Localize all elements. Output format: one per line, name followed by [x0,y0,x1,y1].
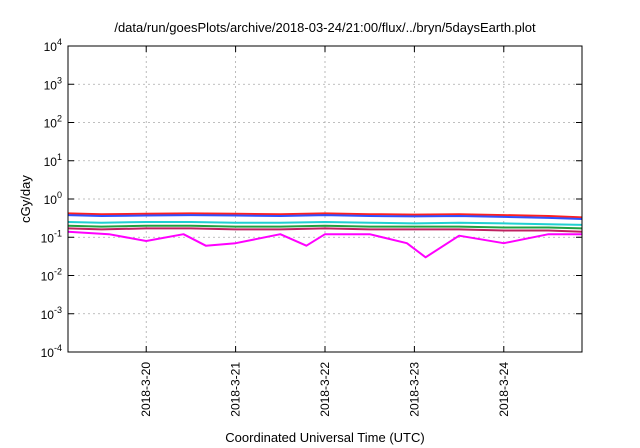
y-tick-label: 10-3 [41,305,62,322]
x-axis-ticks: 2018-3-20 2018-3-21 2018-3-22 2018-3-23 2018… [139,46,511,417]
y-tick-base: 10 [41,346,55,360]
y-tick-exponent: -3 [54,305,62,315]
y-tick-base: 10 [44,193,58,207]
grid [68,46,582,352]
y-tick-label: 101 [44,152,62,169]
y-tick-base: 10 [44,155,58,169]
series-line-5 [67,227,583,233]
y-tick-label: 103 [44,75,62,92]
series-line-6 [67,230,582,259]
chart-title: /data/run/goesPlots/archive/2018-03-24/2… [114,20,536,35]
x-tick-label: 2018-3-24 [497,362,511,417]
series-line-2 [67,214,583,220]
y-tick-label: 104 [44,37,62,54]
y-tick-exponent: 2 [57,114,62,124]
x-tick-label: 2018-3-21 [229,362,243,417]
series-line-1 [67,212,583,219]
x-tick-label: 2018-3-22 [318,362,332,417]
x-tick-label: 2018-3-23 [407,362,421,417]
x-tick-label: 2018-3-20 [139,362,153,417]
y-tick-base: 10 [41,231,55,245]
y-tick-base: 10 [44,117,58,131]
y-tick-label: 100 [44,190,62,207]
y-tick-exponent: 3 [57,75,62,85]
y-tick-exponent: 4 [57,37,62,47]
y-tick-base: 10 [44,40,58,54]
series-line-4 [67,224,583,230]
y-tick-label: 10-2 [41,267,62,284]
y-tick-base: 10 [41,308,55,322]
series-line-3 [67,221,583,226]
y-tick-exponent: 1 [57,152,62,162]
y-tick-label: 102 [44,114,62,131]
series-group [67,212,583,259]
y-tick-exponent: -1 [54,228,62,238]
y-tick-exponent: -2 [54,267,62,277]
y-tick-exponent: -4 [54,343,62,353]
y-tick-exponent: 0 [57,190,62,200]
y-tick-base: 10 [44,78,58,92]
y-tick-label: 10-4 [41,343,62,360]
y-tick-base: 10 [41,270,55,284]
x-axis-label: Coordinated Universal Time (UTC) [225,430,424,445]
y-tick-label: 10-1 [41,228,62,245]
y-axis-label: cGy/day [18,175,33,223]
